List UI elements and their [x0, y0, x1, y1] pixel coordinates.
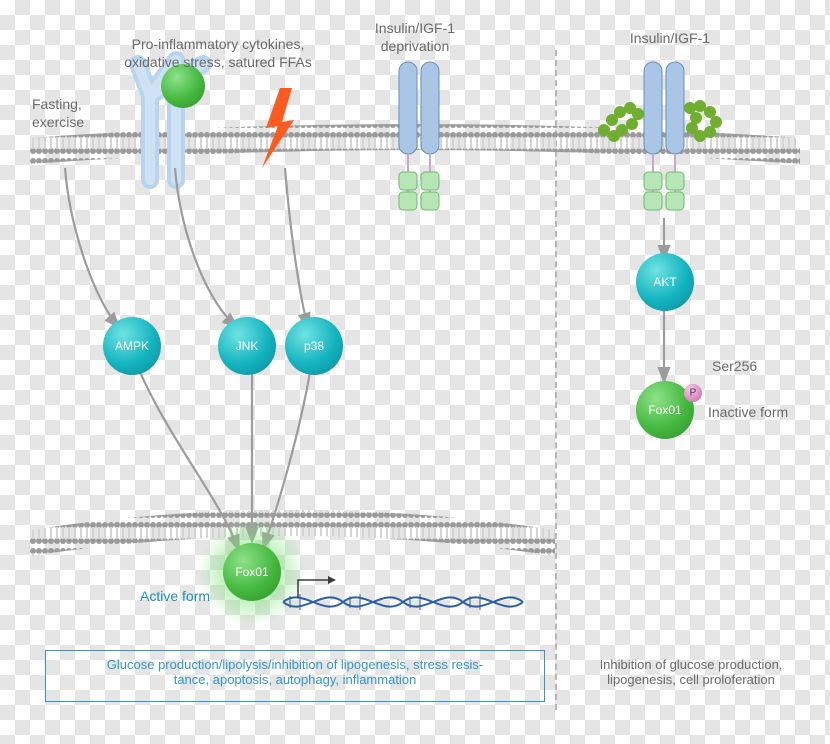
label-fasting: Fasting, exercise [32, 96, 112, 131]
label-insulin: Insulin/IGF-1 [600, 30, 740, 48]
label-proinflammatory: Pro-inflammatory cytokines, oxidative st… [88, 36, 348, 71]
dna-strand [0, 0, 830, 744]
label-inactive: Inactive form [708, 404, 788, 422]
label-insulin-dep: Insulin/IGF-1 deprivation [345, 20, 485, 55]
outcome-right-box: Inhibition of glucose production, lipoge… [580, 650, 802, 702]
diagram-stage: AMPK JNK p38 AKT Fox01 P Fox01 Fasting, … [0, 0, 830, 744]
outcome-right-text: Inhibition of glucose production, lipoge… [600, 657, 783, 687]
outcome-left-text: Glucose production/lipolysis/inhibition … [107, 657, 483, 687]
label-ser256: Ser256 [712, 358, 757, 376]
label-active: Active form [140, 588, 210, 606]
outcome-left-box: Glucose production/lipolysis/inhibition … [45, 650, 545, 702]
